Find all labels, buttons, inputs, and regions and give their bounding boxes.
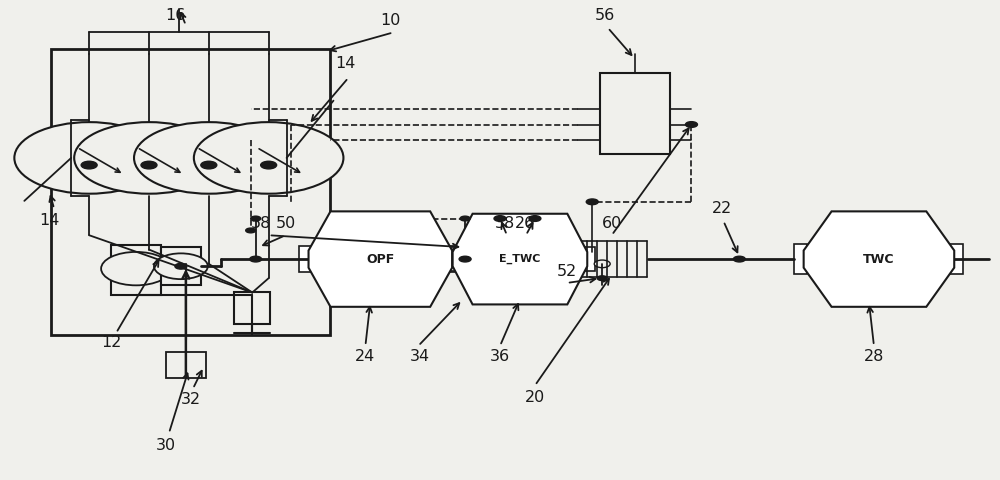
Text: OPF: OPF <box>366 252 394 265</box>
Text: 26: 26 <box>515 216 535 231</box>
Circle shape <box>586 199 598 204</box>
Text: 32: 32 <box>181 392 201 408</box>
Circle shape <box>194 122 343 194</box>
Text: 60: 60 <box>602 216 622 231</box>
Bar <box>51 49 330 336</box>
Text: 38: 38 <box>495 216 515 231</box>
Circle shape <box>101 252 171 285</box>
Circle shape <box>14 122 164 194</box>
Polygon shape <box>453 214 587 304</box>
Text: 50: 50 <box>275 216 296 231</box>
Text: 16: 16 <box>166 8 186 23</box>
Bar <box>600 73 670 154</box>
Circle shape <box>250 256 262 262</box>
Circle shape <box>251 216 261 221</box>
Bar <box>166 352 206 378</box>
Bar <box>583 247 595 271</box>
Circle shape <box>494 216 506 221</box>
Text: E_TWC: E_TWC <box>499 254 541 264</box>
Bar <box>449 246 462 273</box>
Text: 14: 14 <box>335 56 356 71</box>
Text: 24: 24 <box>355 349 376 364</box>
Circle shape <box>685 121 697 127</box>
Text: 12: 12 <box>101 335 121 350</box>
Polygon shape <box>309 211 452 307</box>
Circle shape <box>246 228 256 233</box>
Circle shape <box>81 161 97 169</box>
Polygon shape <box>804 211 954 307</box>
Circle shape <box>141 161 157 169</box>
Circle shape <box>459 256 471 262</box>
Circle shape <box>460 216 470 221</box>
Circle shape <box>597 276 607 281</box>
Text: 28: 28 <box>864 349 884 364</box>
Bar <box>161 247 201 285</box>
Text: 22: 22 <box>712 202 733 216</box>
Text: 34: 34 <box>410 349 430 364</box>
Bar <box>794 244 807 275</box>
Circle shape <box>74 122 224 194</box>
Circle shape <box>201 161 217 169</box>
Bar <box>299 246 312 273</box>
Text: 30: 30 <box>156 438 176 453</box>
Circle shape <box>175 264 187 269</box>
Circle shape <box>594 260 610 268</box>
Text: 20: 20 <box>525 390 545 405</box>
Circle shape <box>134 122 284 194</box>
Text: 58: 58 <box>250 216 271 231</box>
Text: 10: 10 <box>380 13 400 28</box>
Text: TWC: TWC <box>863 252 895 265</box>
Bar <box>950 244 963 275</box>
Bar <box>111 245 161 295</box>
Circle shape <box>154 253 208 279</box>
Text: 14: 14 <box>39 214 59 228</box>
Bar <box>234 292 270 324</box>
Circle shape <box>261 161 277 169</box>
Circle shape <box>733 256 745 262</box>
Text: 56: 56 <box>595 8 615 23</box>
Text: 52: 52 <box>557 264 577 278</box>
Bar <box>444 247 456 271</box>
Circle shape <box>529 216 541 221</box>
Text: 36: 36 <box>490 349 510 364</box>
